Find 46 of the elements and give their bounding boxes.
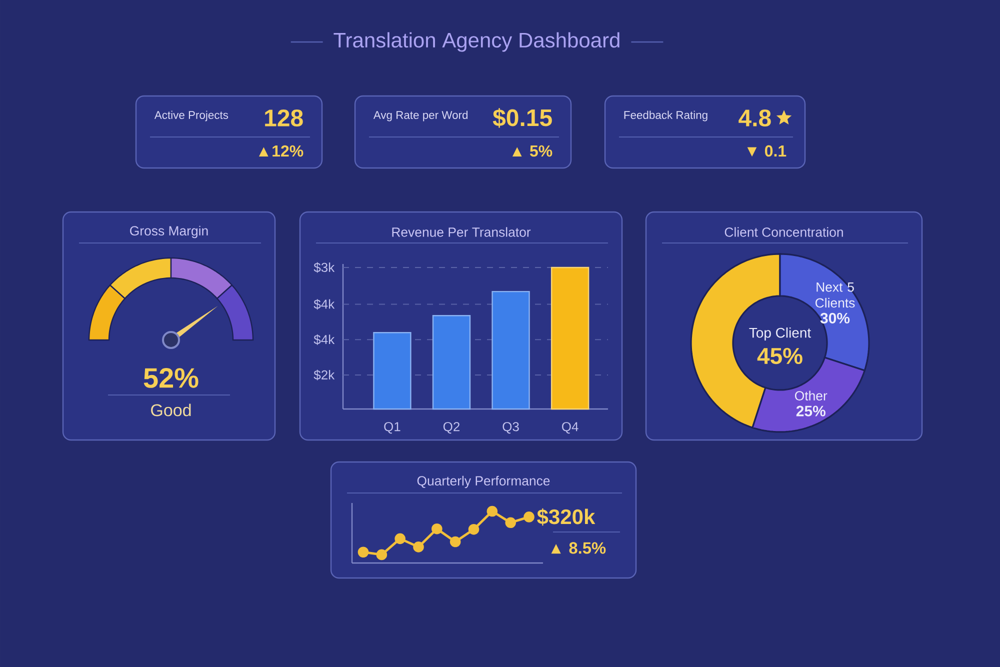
slice-label: Top Client bbox=[749, 327, 812, 341]
bar bbox=[373, 332, 412, 410]
ref-line-label: $2k bbox=[314, 370, 335, 380]
ref-line-label: $3k bbox=[314, 262, 335, 273]
chart-title: Revenue Per Translator bbox=[392, 227, 531, 237]
point bbox=[505, 517, 516, 528]
ref-line-label: $4k bbox=[314, 299, 335, 310]
text: Translation Agency Dashboard bbox=[334, 32, 620, 52]
bar bbox=[550, 266, 590, 410]
data-label: 45% bbox=[757, 348, 802, 364]
text: ▲12% bbox=[258, 145, 304, 157]
point bbox=[450, 536, 461, 548]
text: Avg Rate per Word bbox=[373, 110, 468, 122]
text: $0.15 bbox=[492, 108, 552, 128]
point bbox=[376, 549, 388, 560]
x-tick-label: Q1 bbox=[384, 422, 400, 434]
data-label: 30% bbox=[820, 312, 850, 324]
point bbox=[468, 524, 480, 535]
x-tick-label: Q3 bbox=[502, 422, 519, 434]
bar bbox=[432, 315, 471, 410]
point bbox=[394, 533, 406, 544]
slice-label: Next 5 Clients bbox=[816, 282, 855, 308]
point bbox=[432, 523, 442, 534]
text: Active Projects bbox=[154, 110, 228, 122]
chart-title: Quarterly Performance bbox=[417, 476, 550, 488]
text: 52% bbox=[144, 368, 198, 388]
point bbox=[486, 506, 498, 517]
text: Good bbox=[151, 404, 191, 416]
x-tick-label: Q4 bbox=[562, 422, 578, 434]
text: 4.8 bbox=[738, 109, 771, 126]
text: Feedback Rating bbox=[624, 110, 708, 122]
point bbox=[358, 546, 369, 558]
x-tick-label: Q2 bbox=[443, 422, 460, 434]
text: ▲ 8.5% bbox=[551, 542, 606, 554]
ref-line-label: $4k bbox=[314, 334, 335, 345]
text: ▲ 5% bbox=[512, 145, 552, 157]
text: ▼ 0.1 bbox=[747, 145, 786, 157]
bar bbox=[492, 290, 530, 410]
annotation: $320k bbox=[537, 508, 596, 526]
text: 128 bbox=[265, 109, 303, 126]
slice-label: Other bbox=[795, 390, 828, 400]
text: Gross Margin bbox=[130, 226, 208, 238]
point bbox=[413, 542, 424, 552]
data-label: 25% bbox=[796, 406, 826, 416]
chart-title: Client Concentration bbox=[724, 227, 843, 237]
point bbox=[524, 512, 534, 522]
